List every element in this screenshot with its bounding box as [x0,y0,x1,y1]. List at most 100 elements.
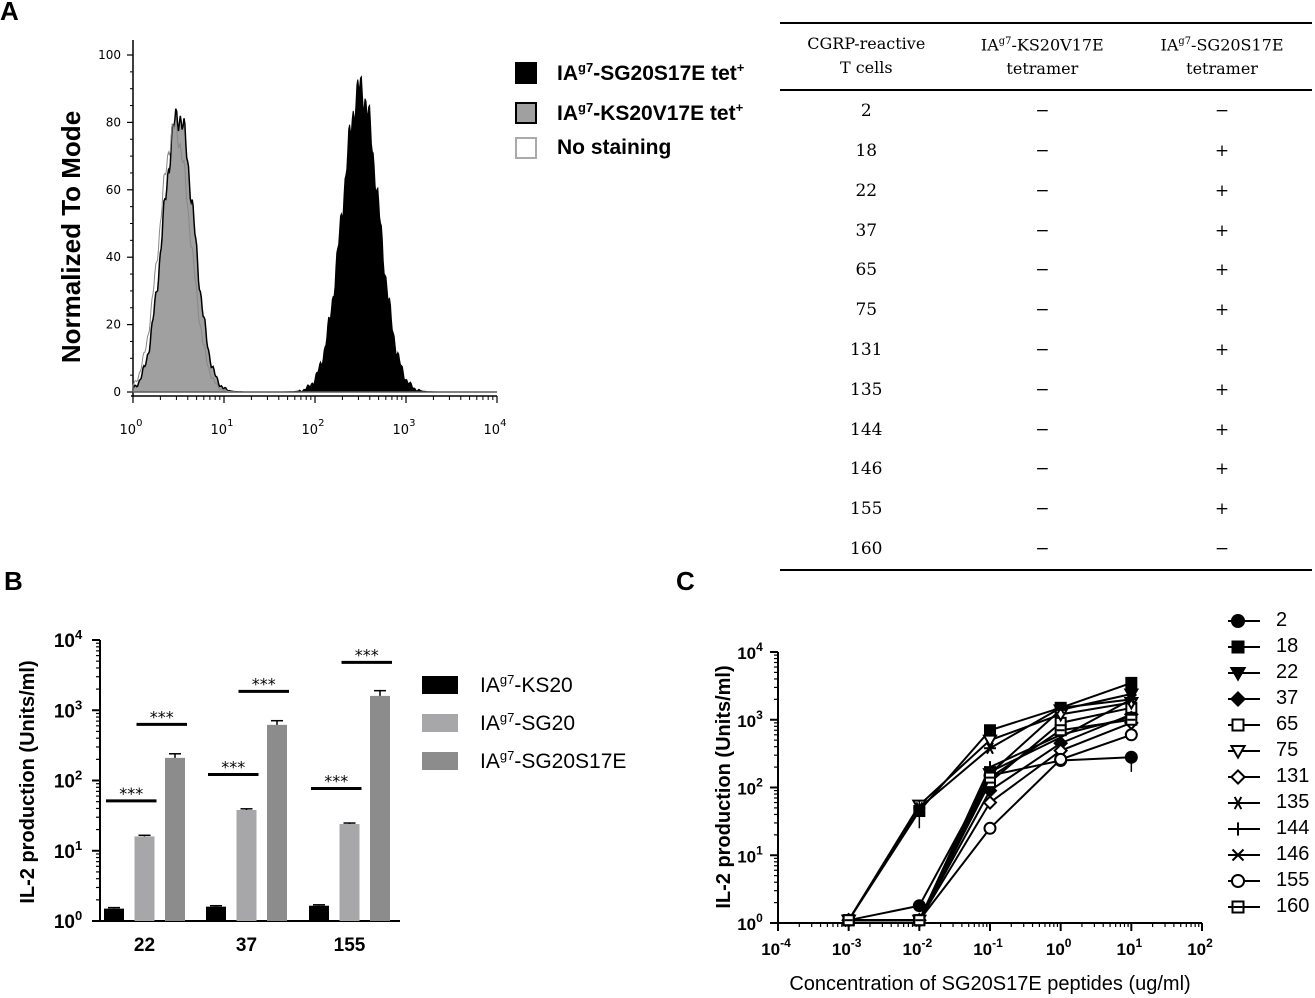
tick-exponent: -4 [780,936,791,950]
data-point [986,742,994,755]
tick-base: 10 [120,423,137,438]
significance-label: *** [221,758,245,777]
tick-base: 10 [737,712,756,731]
x-tick-label: 22 [134,935,155,956]
bar [134,836,155,921]
table-cell: − [1035,180,1050,201]
bar [267,724,287,921]
table-cell: − [1035,379,1050,400]
tick-exponent: -1 [992,936,1003,950]
bar [104,908,124,921]
legend-item-144: 144 [1226,817,1309,840]
table-cell: + [1214,300,1230,321]
data-point [984,724,996,737]
x-tick-label: 10-4 [761,936,791,959]
table-cell: − [1035,141,1050,162]
y-tick-label: 60 [106,183,121,197]
tick-base: 10 [54,631,75,652]
table-cell: + [1214,499,1230,520]
table-cell: − [1035,459,1050,480]
legend-item-18: 18 [1226,635,1298,658]
bar-legend-swatch [422,714,458,732]
table-cell: 22 [855,180,878,201]
tick-exponent: 2 [1206,936,1213,950]
tick-exponent: 2 [318,418,324,429]
bar-legend-swatch [422,752,458,770]
tick-exponent: 3 [75,697,82,712]
table-cell: − [952,529,1133,571]
legend-item-131: 131 [1226,765,1309,788]
y-axis-label: IL-2 production (Units/ml) [17,660,39,903]
legend-swatch-grey [515,102,537,124]
tick-exponent: 2 [756,776,763,790]
tick-exponent: 1 [1135,936,1142,950]
tick-exponent: 2 [75,768,82,783]
table-cell: + [1214,419,1230,440]
panel-letter-a: A [0,0,19,26]
legend-item-146: 146 [1226,843,1309,866]
tick-exponent: -3 [851,936,862,950]
legend-swatch-black [515,62,537,84]
y-axis-label: Normalized To Mode [56,111,86,363]
y-tick-label: 104 [737,640,763,663]
y-tick-label: 0 [113,385,121,399]
legend-symbol [1230,873,1246,888]
y-tick-label: 101 [737,843,763,866]
bar-legend-label: IAg7-SG20S17E [480,748,627,773]
legend-symbol [1231,640,1245,653]
legend-symbol [1231,848,1245,861]
tick-exponent: 4 [500,418,506,429]
data-point [1125,676,1138,689]
panel-letter-c: C [676,566,695,596]
legend-label: 155 [1276,869,1310,891]
table-row: 75 − + [780,290,1312,330]
significance-label: *** [324,772,348,791]
legend-label: 2 [1276,609,1288,631]
table-row: 2 − − [780,90,1312,131]
y-tick-label: 40 [106,250,121,264]
bar-legend-item-sg20: IAg7-SG20 [422,710,575,736]
histogram-ks20v17e [132,108,497,393]
tick-base: 10 [1187,940,1206,959]
table-header-cell: CGRP-reactive T cells [780,21,953,92]
legend-symbol [1230,613,1246,628]
legend-label: IAg7-SG20S17E tet+ [557,60,745,85]
table-cell: 146 [850,459,883,480]
tick-exponent: 1 [227,418,233,429]
table-cell: − [1035,260,1050,281]
histogram-no-staining [132,120,497,393]
legend-item-160: 160 [1226,895,1309,918]
x-tick-label: 104 [484,418,507,438]
table-cell: − [1035,220,1050,241]
bar-legend-label: IAg7-SG20 [480,710,576,735]
table-cell: 37 [855,220,878,241]
data-point [1124,728,1138,742]
table-cell: + [1214,260,1230,281]
table-cell: + [1214,459,1230,480]
table-cell: − [1035,499,1050,520]
tick-base: 10 [737,780,756,799]
legend-symbol [1229,768,1247,785]
y-tick-label: 100 [54,908,82,933]
bar-legend-item-sg20s17e: IAg7-SG20S17E [422,748,626,774]
table-row: 144 − + [780,410,1312,450]
legend-label: 135 [1276,791,1310,813]
legend-item-2: 2 [1226,609,1287,632]
tick-exponent: 0 [136,418,142,429]
tick-base: 10 [1046,940,1065,959]
tick-exponent: 0 [756,911,763,925]
tick-exponent: 1 [756,843,763,857]
legend-label: 160 [1276,895,1310,917]
table-cell: + [1214,379,1230,400]
legend-item-37: 37 [1226,687,1298,710]
data-point [982,734,998,749]
legend-label: 146 [1276,843,1310,865]
x-tick-label: 37 [236,935,257,956]
tick-exponent: 3 [756,708,763,722]
table-cell: 131 [850,340,883,360]
legend-marker [1228,900,1260,913]
y-tick-label: 102 [737,776,763,799]
tick-base: 10 [973,940,992,959]
